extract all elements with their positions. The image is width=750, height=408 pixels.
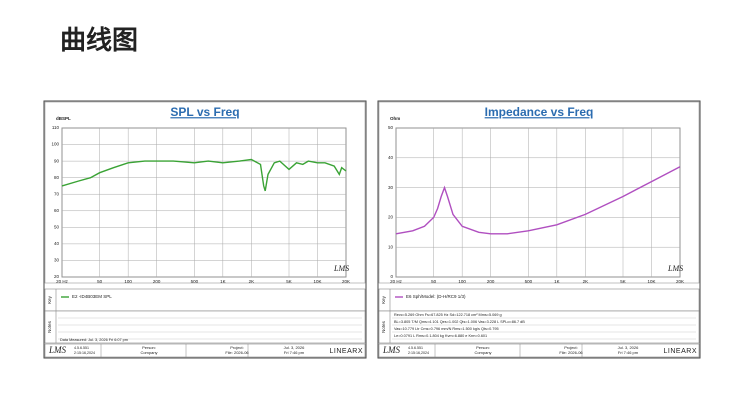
y-tick-label: 100 [51,142,59,147]
note-line: Vas=10.779 Ltr Cms=0.796 mm/N Rms=1.500 … [394,327,499,331]
series-line [395,166,681,235]
footer-date-small: 2:15:16,2024 [408,351,429,355]
y-tick-label: 50 [54,225,60,230]
x-tick-label: 10K [647,279,655,284]
x-tick-label: 1K [220,279,226,284]
y-tick-label: 20 [54,274,60,279]
footer-project: Project: [230,345,244,350]
y-axis-label: Ohm [390,116,400,121]
footer-person: Person: [476,345,490,350]
footer-company: Company [140,350,157,355]
y-tick-label: 0 [390,274,393,279]
footer-time: Fri 7:46 pm [618,350,639,355]
x-tick-label: 50 [97,279,103,284]
footer [44,343,366,358]
footer-logo: LMS [382,345,401,355]
y-tick-label: 40 [388,155,394,160]
plot-area [395,127,681,278]
x-tick-label: 1K [554,279,560,284]
note-line: Data Measured: Jul. 3, 2026 Fri 6:07 pm [60,338,128,342]
footer-date: Jul. 3, 2026 [284,345,305,350]
x-tick-label: 100 [124,279,132,284]
x-tick-label: 200 [153,279,161,284]
notes-label: Notes [381,320,386,333]
x-tick-label: 2K [249,279,255,284]
notes-row [378,310,700,344]
key-label: Key [47,295,52,304]
notes-label: Notes [47,320,52,333]
x-tick-label: 100 [458,279,466,284]
y-tick-label: 50 [388,125,394,130]
footer-file: File: 2026-06 [559,350,583,355]
y-axis-label: dBSPL [56,116,71,121]
y-tick-label: 20 [388,215,394,220]
footer-brand: LINEARX [664,348,697,355]
chart-title: SPL vs Freq [170,105,239,119]
page-heading: 曲线图 [60,25,138,55]
x-tick-label: 200 [487,279,495,284]
footer-version: 4.5.6.551 [74,346,89,350]
footer-company: Company [474,350,491,355]
footer-date-small: 2:15:16,2024 [74,351,95,355]
legend-label: E2 -ID4B03EM SPL [72,294,112,299]
x-tick-label: 500 [191,279,199,284]
key-row [44,288,366,312]
y-tick-label: 90 [54,158,60,163]
y-tick-label: 10 [388,244,394,249]
x-tick-label: 20K [676,279,684,284]
y-tick-label: 30 [388,185,394,190]
note-line: Revc=5.269 Ohm Fs=67.825 Hz Sd=122.718 c… [394,313,502,317]
key-row [378,288,700,312]
watermark-logo: LMS [667,264,683,273]
y-tick-label: 80 [54,175,60,180]
footer-logo: LMS [48,345,67,355]
notes-row [44,310,366,344]
y-tick-label: 70 [54,191,60,196]
footer-version: 4.5.6.551 [408,346,423,350]
y-tick-label: 30 [54,258,60,263]
key-label: Key [381,295,386,304]
footer-project: Project: [564,345,578,350]
x-tick-label: 20K [342,279,350,284]
x-tick-label: 20 Hz [56,279,69,284]
legend-label: E6 Sph/Model: (D-H/RC9 1/3) [406,294,466,299]
x-tick-label: 50 [431,279,437,284]
chart-title: Impedance vs Freq [485,105,594,119]
plot-area [61,127,347,278]
y-tick-label: 40 [54,241,60,246]
y-tick-label: 60 [54,208,60,213]
watermark-logo: LMS [333,264,349,273]
series-line [61,158,347,192]
y-tick-label: 110 [52,125,60,130]
x-tick-label: 10K [313,279,321,284]
x-tick-label: 5K [620,279,626,284]
footer-brand: LINEARX [330,348,363,355]
note-line: Le=0.0791 L Rms=0.1.804 kg Kvm=6.880 e K… [394,334,487,338]
x-tick-label: 2K [583,279,589,284]
footer-file: File: 2026-06 [225,350,249,355]
footer-date: Jul. 3, 2026 [618,345,639,350]
x-tick-label: 20 Hz [390,279,403,284]
note-line: BL=3.805 T/M Qms=4.101 Qes=1.002 Qts=1.0… [394,320,525,324]
x-tick-label: 5K [286,279,292,284]
x-tick-label: 500 [525,279,533,284]
footer-time: Fri 7:46 pm [284,350,305,355]
footer-person: Person: [142,345,156,350]
footer [378,343,700,358]
